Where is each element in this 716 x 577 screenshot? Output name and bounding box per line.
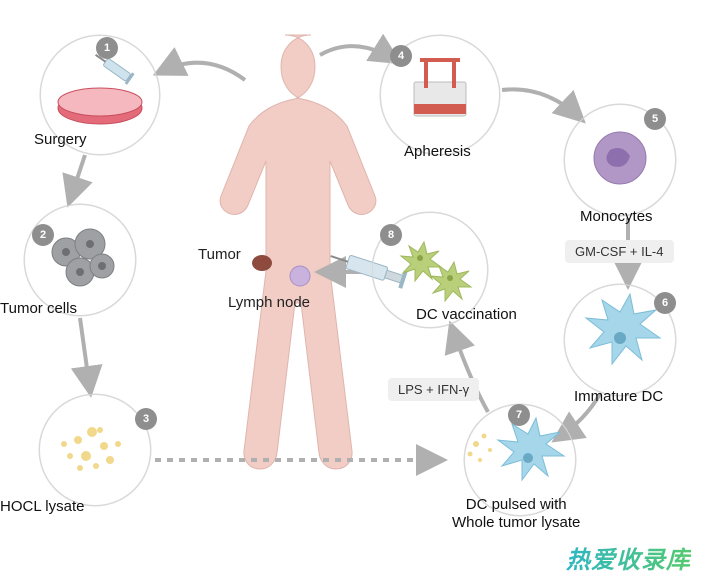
step-badge-1: 1 (96, 37, 118, 59)
node-label-n6: Immature DC (574, 388, 663, 406)
node-circle-n3 (39, 394, 151, 506)
watermark-text: 热爱收录库 (566, 540, 691, 575)
node-label-n5: Monocytes (580, 208, 653, 226)
step-badge-7: 7 (508, 404, 530, 426)
step-badge-2: 2 (32, 224, 54, 246)
diagram-canvas: 1 2 3 4 5 6 7 8 Surgery Tumor cells HOCL lysate Ap… (0, 0, 716, 577)
edge-n4-n5 (502, 89, 580, 118)
node-label-n2: Tumor cells (0, 300, 77, 318)
tumor-annotation: Tumor (198, 246, 241, 263)
edge-n2-n3 (80, 318, 90, 390)
node-label-n4: Apheresis (404, 143, 471, 161)
step-badge-5: 5 (644, 108, 666, 130)
process-tag-t1: GM-CSF + IL-4 (565, 240, 674, 263)
step-badge-3: 3 (135, 408, 157, 430)
process-tag-t2: LPS + IFN-γ (388, 378, 479, 401)
node-label-n7: DC pulsed with Whole tumor lysate (452, 496, 580, 532)
lymph-node-annotation: Lymph node (228, 294, 310, 311)
node-label-n3: HOCL lysate (0, 498, 84, 516)
step-badge-6: 6 (654, 292, 676, 314)
edge-body-n4 (320, 46, 395, 60)
step-badge-8: 8 (380, 224, 402, 246)
node-label-n1: Surgery (34, 131, 87, 149)
step-badge-4: 4 (390, 45, 412, 67)
human-body-icon (220, 35, 376, 469)
edge-n1-n2 (70, 155, 85, 200)
edge-body-n1 (160, 63, 245, 80)
node-label-n8: DC vaccination (416, 306, 517, 324)
